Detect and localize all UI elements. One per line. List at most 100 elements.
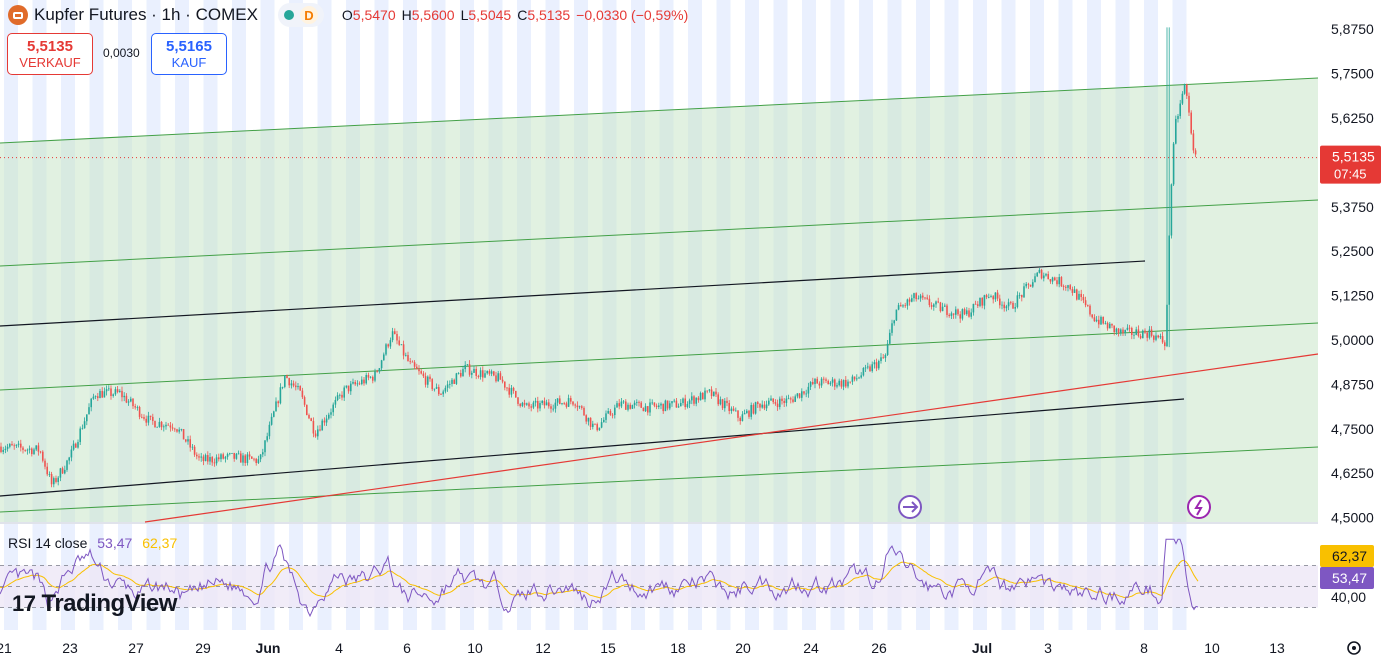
candle-body [292,383,295,386]
candle-body [671,401,673,404]
candle-body [336,395,339,400]
candle-body [871,364,873,372]
lower-trendline [0,398,1185,497]
candle-body [816,378,818,384]
candle-body [1146,332,1148,338]
candle-body [801,391,803,398]
candle-body [37,445,40,452]
candle-body [805,393,807,395]
candle-body [11,444,13,446]
candle-body [277,401,279,404]
event-markers[interactable] [898,495,1361,655]
tradingview-logo[interactable]: 17 TradingView [12,590,177,618]
candle-body [961,309,964,319]
candle-body [596,424,598,431]
candle-body [185,439,187,442]
candle-body [974,303,977,305]
sell-button[interactable]: 5,5135 VERKAUF [7,33,93,75]
buy-button[interactable]: 5,5165 KAUF [151,33,227,75]
candle-body [446,384,449,388]
candle-body [578,406,581,408]
price-tick-label: 5,2500 [1331,243,1374,259]
price-tick-label: 5,1250 [1331,288,1374,304]
candle-body [1192,133,1195,151]
candle-body [174,428,176,430]
candle-body [572,401,574,405]
candle-body [6,446,9,449]
candle-body [600,422,603,428]
candle-body [897,305,900,310]
candle-body [675,400,678,408]
candle-body [405,355,407,356]
candle-body [488,371,491,374]
last-price-tag [1320,145,1381,184]
candle-body [526,403,528,405]
candle-body [614,407,616,416]
candle-body [61,468,64,474]
candle-body [237,453,240,455]
candle-body [541,400,543,404]
candle-body [457,373,460,374]
candle-body [499,373,502,380]
candle-body [1032,282,1034,287]
candle-body [649,402,651,413]
ohlc-values: O5,5470 H5,5600 L5,5045 C5,5135 −0,0330 (−0,… [342,7,694,23]
candle-body [224,456,227,459]
candle-body [836,385,838,387]
rsi-legend[interactable]: RSI 14 close 53,47 62,37 [8,535,177,551]
candle-body [662,403,664,412]
candle-body [919,295,922,299]
last-price-value: 5,5135 [1332,149,1375,165]
candle-body [24,449,26,451]
candle-body [328,414,330,419]
candle-body [1168,235,1170,305]
ohlc-key: H [401,7,412,23]
spread-value: 0,0030 [103,46,140,60]
market-status[interactable]: D [277,3,324,27]
candle-body [669,403,671,409]
candle-body [200,456,202,458]
candle-body [717,394,719,405]
candle-body [1170,184,1173,236]
time-tick-label: 12 [535,640,551,656]
candle-body [4,448,7,450]
candle-body [561,403,563,405]
candle-body [466,364,469,366]
candle-body [926,297,928,299]
candle-body [33,449,35,455]
time-tick-label: 18 [670,640,686,656]
candle-body [347,385,350,392]
candle-body [53,478,55,485]
candle-body [345,385,348,388]
candle-body [1164,342,1166,347]
candle-body [915,293,917,300]
candle-body [400,344,403,346]
symbol-title[interactable]: Kupfer Futures · 1h · COMEX [34,5,258,24]
time-tick-label: Jul [972,640,992,656]
candle-body [46,466,48,475]
candle-body [875,362,878,369]
candle-body [240,453,242,463]
candle-body [605,413,607,420]
candle-body [1089,305,1091,315]
candle-body [90,398,92,408]
candle-body [233,452,235,459]
candle-body [979,297,981,306]
candle-body [1166,304,1168,347]
candle-body [473,368,475,373]
candle-body [774,402,777,404]
candle-body [972,303,975,313]
candle-body [376,371,378,373]
candle-body [587,417,590,422]
ohlc-key: O [341,7,353,23]
candle-body [543,400,546,406]
flash-event-icon [1187,495,1211,519]
sell-label: VERKAUF [19,55,81,70]
price-tick-label: 4,6250 [1331,465,1374,481]
rsi-tag-value: 53,47 [1332,570,1367,586]
candle-body [1027,283,1030,285]
candle-body [202,456,205,462]
candle-body [620,401,623,407]
candle-body [754,402,757,414]
